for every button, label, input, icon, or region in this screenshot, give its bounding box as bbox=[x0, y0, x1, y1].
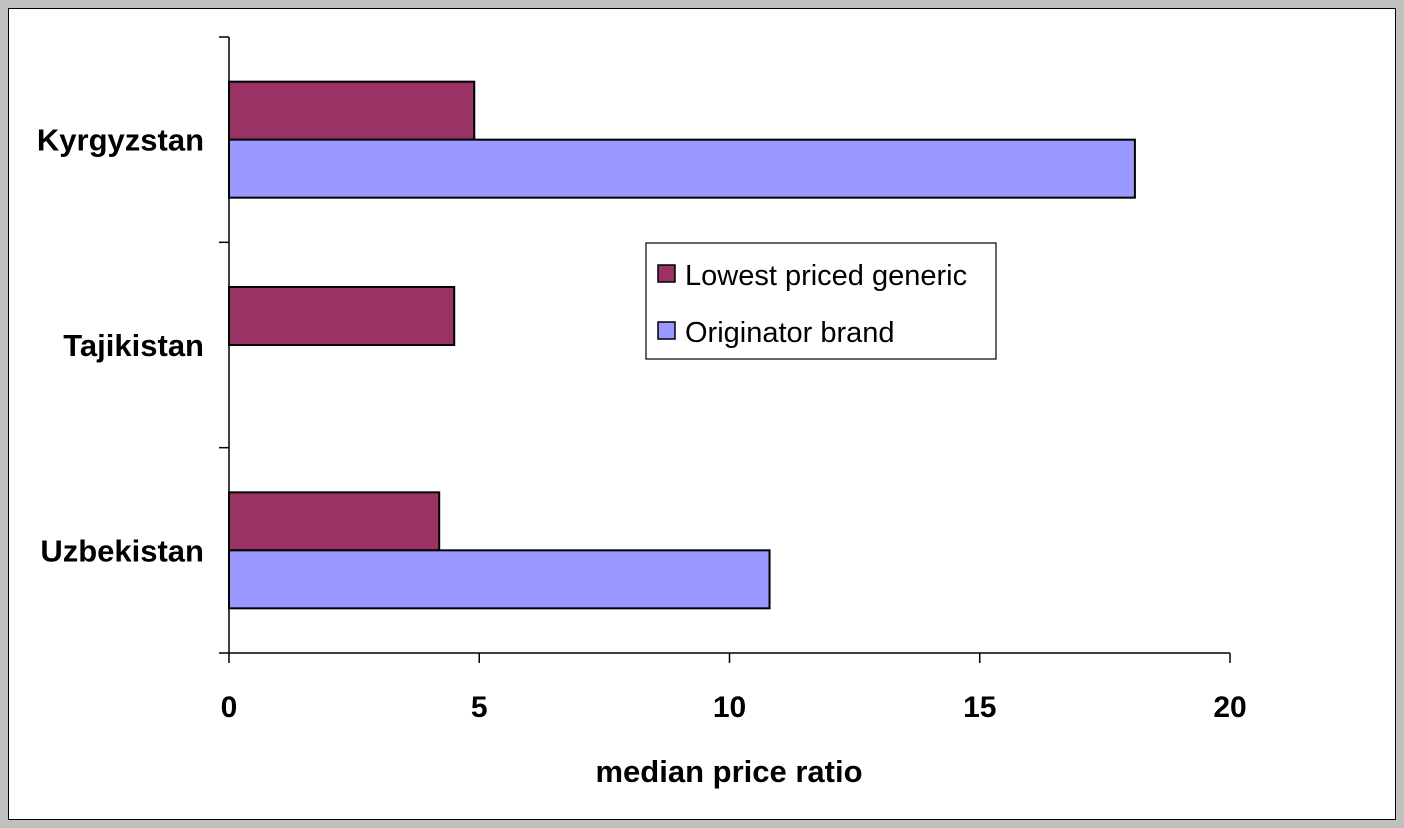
axes-layer bbox=[219, 36, 1231, 663]
y-tick-label-uzbekistan: Uzbekistan bbox=[40, 533, 204, 568]
legend-label-generic: Lowest priced generic bbox=[685, 260, 967, 292]
bar-uzbekistan-brand bbox=[228, 549, 771, 610]
x-tick-label-5: 5 bbox=[471, 691, 488, 724]
x-tick-label-20: 20 bbox=[1213, 691, 1246, 724]
y-tick-label-tajikistan: Tajikistan bbox=[63, 328, 204, 363]
bar-tajikistan-generic bbox=[228, 286, 456, 346]
legend-swatch-brand bbox=[657, 321, 676, 340]
legend-box bbox=[645, 242, 997, 360]
bars-layer bbox=[228, 80, 1136, 610]
legend: Lowest priced generic Originator brand bbox=[645, 242, 997, 360]
x-axis-title: median price ratio bbox=[595, 754, 862, 789]
x-tick-label-15: 15 bbox=[963, 691, 996, 724]
bar-kyrgyzstan-brand bbox=[228, 138, 1136, 199]
x-tick-label-10: 10 bbox=[713, 691, 746, 724]
y-tick-label-kyrgyzstan: Kyrgyzstan bbox=[37, 123, 204, 158]
bar-kyrgyzstan-generic bbox=[228, 80, 476, 141]
labels-layer: Kyrgyzstan Tajikistan Uzbekistan 0 5 10 15 20 bbox=[37, 123, 1247, 724]
legend-label-brand: Originator brand bbox=[685, 317, 895, 349]
bar-uzbekistan-generic bbox=[228, 491, 441, 552]
x-tick-label-0: 0 bbox=[221, 691, 238, 724]
legend-swatch-generic bbox=[657, 264, 676, 283]
